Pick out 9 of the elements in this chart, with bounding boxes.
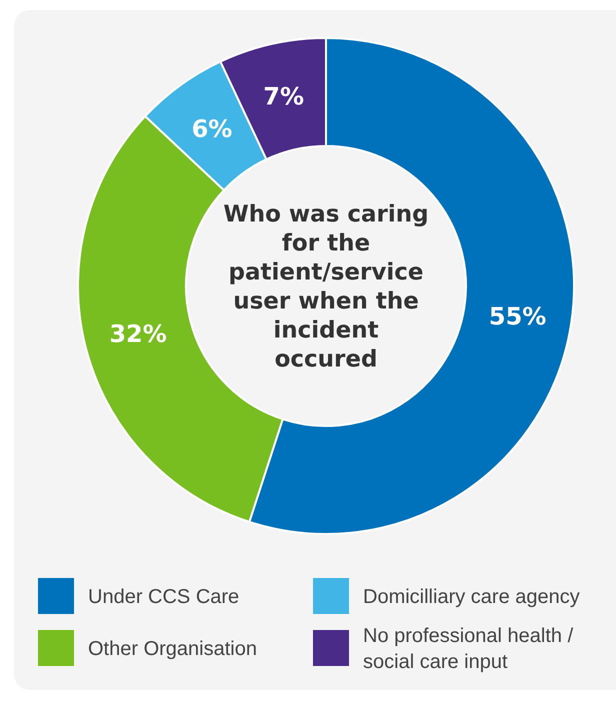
data-label: 55% [488, 302, 546, 330]
legend-label: Other Organisation [88, 638, 257, 660]
text: Who was caring for the patient/service user when the incident occured [223, 202, 429, 372]
legend-label: Domicilliary care agency [363, 586, 580, 608]
legend-label: No professional health / social care input [363, 625, 574, 673]
data-label: 7% [263, 82, 304, 111]
data-label: 6% [192, 115, 232, 144]
data-label: 32% [109, 320, 167, 348]
legend-label: Under CCS Care [88, 586, 240, 608]
